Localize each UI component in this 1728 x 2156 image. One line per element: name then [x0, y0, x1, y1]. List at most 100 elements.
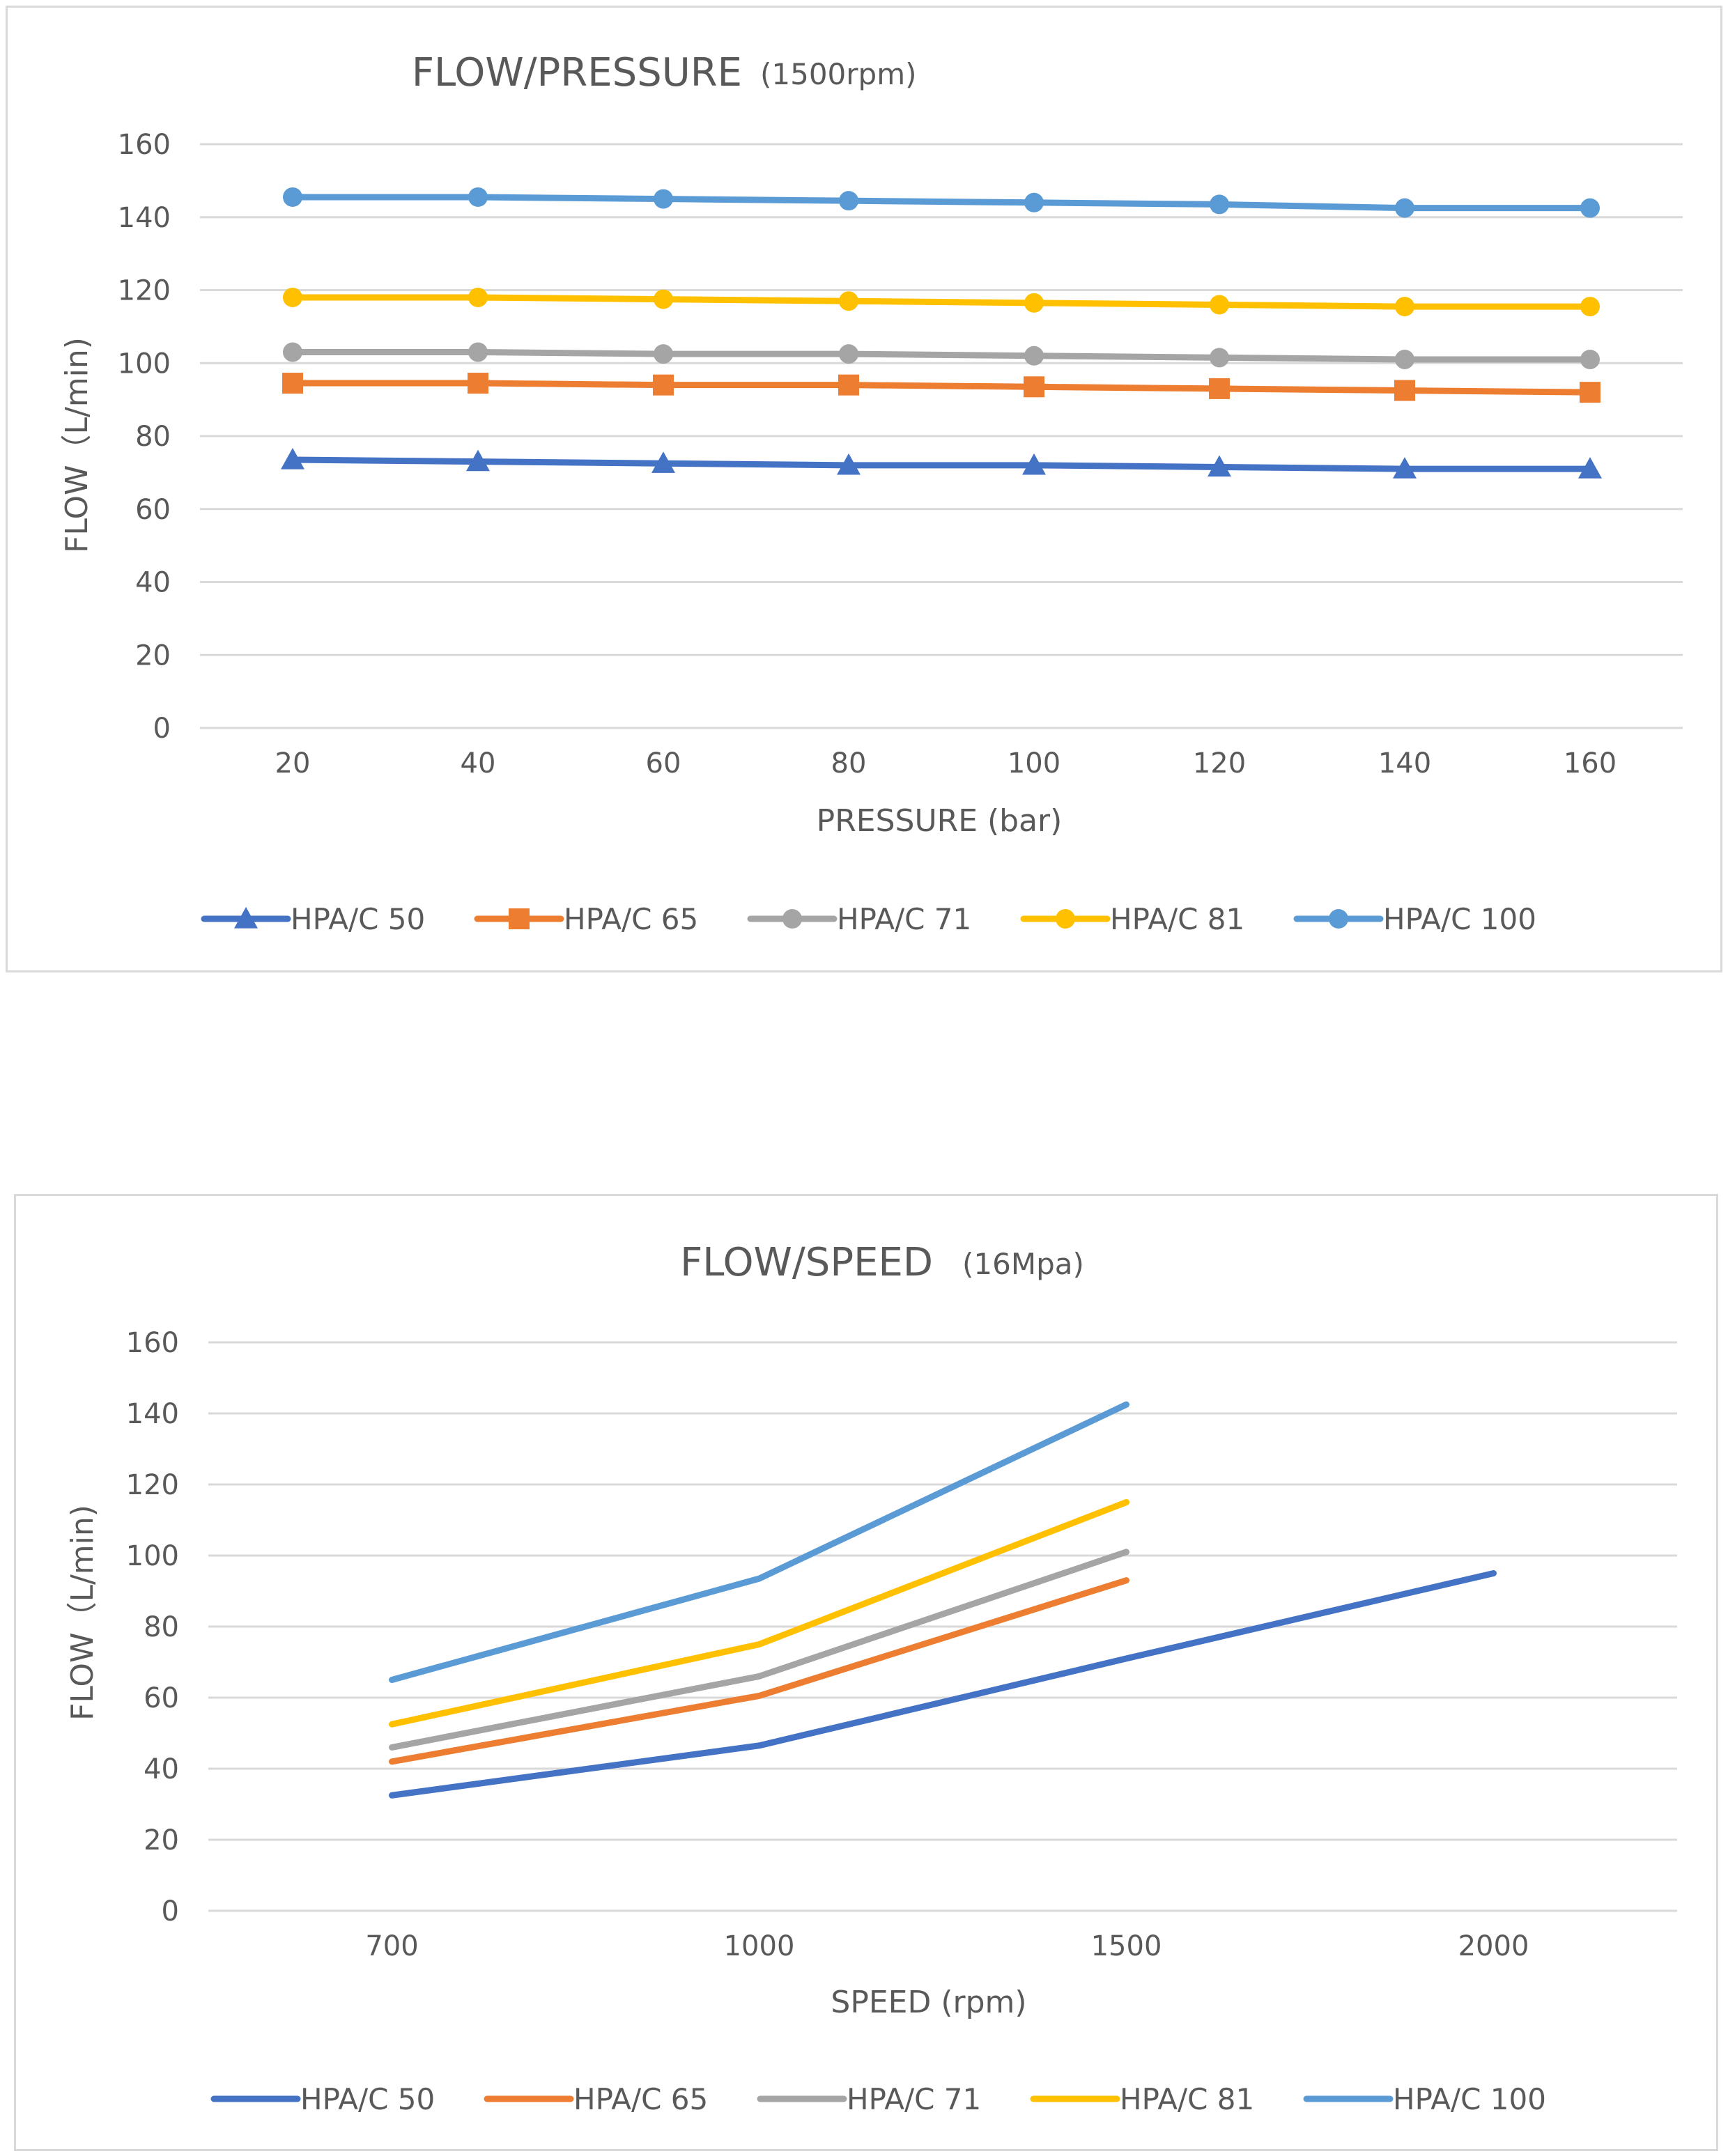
legend-label: HPA/C 65 [564, 902, 698, 936]
legend-marker [234, 907, 258, 929]
series-line-hpa-c-100 [389, 1401, 1129, 1683]
chart-subtitle: (16Mpa) [962, 1247, 1084, 1281]
data-point-hpa-c-71 [1210, 348, 1229, 368]
legend-label: HPA/C 65 [573, 2082, 708, 2116]
data-point-hpa-c-100 [1210, 194, 1229, 215]
y-tick-label: 100 [126, 1540, 179, 1572]
data-point-hpa-c-81 [468, 287, 488, 307]
y-tick-label: 20 [144, 1824, 179, 1856]
series-line-hpa-c-81 [389, 1499, 1129, 1728]
chart-title: FLOW/PRESSURE [412, 50, 742, 95]
chart-subtitle: (1500rpm) [760, 57, 917, 91]
x-tick-label: 20 [275, 747, 311, 780]
data-point-hpa-c-65 [282, 373, 303, 394]
flow-pressure-chart: FLOW/PRESSURE (1500rpm) FLOW（L/min) PRES… [6, 6, 1722, 972]
data-point-hpa-c-50 [651, 451, 675, 473]
data-point-hpa-c-100 [654, 189, 673, 209]
data-point-hpa-c-65 [1024, 376, 1044, 398]
series-line-hpa-c-71 [289, 349, 1594, 363]
series-line-hpa-c-65 [389, 1577, 1129, 1765]
series-line-hpa-c-50 [289, 456, 1594, 472]
data-point-hpa-c-81 [1395, 297, 1414, 317]
x-tick-label: 700 [365, 1930, 418, 1962]
flow-speed-chart: FLOW/SPEED (16Mpa) FLOW（L/min) SPEED (rp… [14, 1194, 1718, 2151]
x-tick-label: 80 [831, 747, 867, 780]
legend-label: HPA/C 50 [300, 2082, 435, 2116]
legend-label: HPA/C 81 [1110, 902, 1244, 936]
legend-marker [1329, 909, 1348, 929]
y-tick-label: 0 [153, 713, 171, 745]
data-point-hpa-c-81 [839, 291, 858, 311]
y-tick-label: 80 [135, 421, 171, 453]
x-axis-label: PRESSURE (bar) [817, 803, 1063, 839]
x-tick-label: 160 [1564, 747, 1617, 780]
y-tick-label: 160 [118, 129, 171, 161]
legend-label: HPA/C 71 [847, 2082, 981, 2116]
y-tick-label: 120 [126, 1469, 179, 1501]
y-tick-label: 20 [135, 639, 171, 672]
legend-label: HPA/C 81 [1120, 2082, 1254, 2116]
x-tick-label: 60 [646, 747, 681, 780]
series-line-hpa-c-50 [389, 1570, 1497, 1799]
data-point-hpa-c-50 [466, 449, 490, 472]
series-line-hpa-c-65 [289, 380, 1594, 396]
data-point-hpa-c-81 [654, 289, 673, 309]
legend-label: HPA/C 50 [291, 902, 425, 936]
data-point-hpa-c-71 [1395, 350, 1414, 370]
data-point-hpa-c-71 [283, 342, 302, 362]
y-tick-label: 160 [126, 1327, 179, 1359]
y-axis-label: FLOW（L/min) [65, 1505, 100, 1721]
data-point-hpa-c-71 [1580, 350, 1600, 370]
data-point-hpa-c-71 [1024, 346, 1044, 366]
y-tick-label: 60 [144, 1682, 179, 1714]
chart-title: FLOW/SPEED [680, 1240, 933, 1285]
series-line-hpa-c-71 [389, 1549, 1129, 1751]
data-point-hpa-c-100 [1395, 198, 1414, 218]
data-point-hpa-c-50 [1578, 457, 1602, 479]
data-point-hpa-c-65 [468, 373, 488, 394]
data-point-hpa-c-81 [1210, 295, 1229, 315]
x-tick-label: 140 [1378, 747, 1431, 780]
legend-label: HPA/C 71 [837, 902, 971, 936]
data-point-hpa-c-100 [468, 187, 488, 207]
data-point-hpa-c-81 [1580, 297, 1600, 317]
y-tick-label: 0 [162, 1895, 179, 1928]
data-point-hpa-c-65 [838, 374, 859, 396]
data-point-hpa-c-65 [1580, 382, 1600, 403]
x-tick-label: 100 [1008, 747, 1060, 780]
y-tick-label: 140 [118, 202, 171, 234]
x-tick-label: 2000 [1458, 1930, 1529, 1962]
data-point-hpa-c-71 [654, 344, 673, 364]
x-tick-label: 1500 [1091, 1930, 1162, 1962]
x-tick-label: 120 [1193, 747, 1246, 780]
data-point-hpa-c-50 [1393, 457, 1417, 479]
y-tick-label: 40 [135, 567, 171, 599]
legend-label: HPA/C 100 [1383, 902, 1536, 936]
series-line-hpa-c-81 [289, 294, 1594, 310]
flow-speed-chart-svg: FLOW/SPEED (16Mpa) FLOW（L/min) SPEED (rp… [65, 1240, 1677, 2116]
y-tick-label: 80 [144, 1611, 179, 1643]
x-tick-label: 40 [461, 747, 496, 780]
y-tick-label: 120 [118, 275, 171, 307]
series-line-hpa-c-100 [289, 194, 1594, 212]
data-point-hpa-c-100 [839, 191, 858, 211]
y-tick-label: 140 [126, 1398, 179, 1430]
data-point-hpa-c-50 [281, 448, 304, 470]
data-point-hpa-c-100 [1024, 192, 1044, 212]
data-point-hpa-c-65 [1394, 380, 1415, 401]
data-point-hpa-c-71 [468, 342, 488, 362]
data-point-hpa-c-71 [839, 344, 858, 364]
y-axis-label: FLOW（L/min) [59, 337, 95, 553]
y-tick-label: 60 [135, 494, 171, 526]
data-point-hpa-c-65 [1209, 378, 1230, 399]
legend-label: HPA/C 100 [1393, 2082, 1546, 2116]
x-axis-label: SPEED (rpm) [831, 1985, 1026, 2020]
legend-marker [1056, 909, 1075, 929]
data-point-hpa-c-65 [653, 374, 674, 396]
y-tick-label: 40 [144, 1753, 179, 1785]
flow-pressure-chart-svg: FLOW/PRESSURE (1500rpm) FLOW（L/min) PRES… [59, 50, 1683, 936]
legend-marker [509, 908, 530, 929]
data-point-hpa-c-100 [283, 187, 302, 207]
legend-marker [782, 909, 802, 929]
y-tick-label: 100 [118, 348, 171, 380]
